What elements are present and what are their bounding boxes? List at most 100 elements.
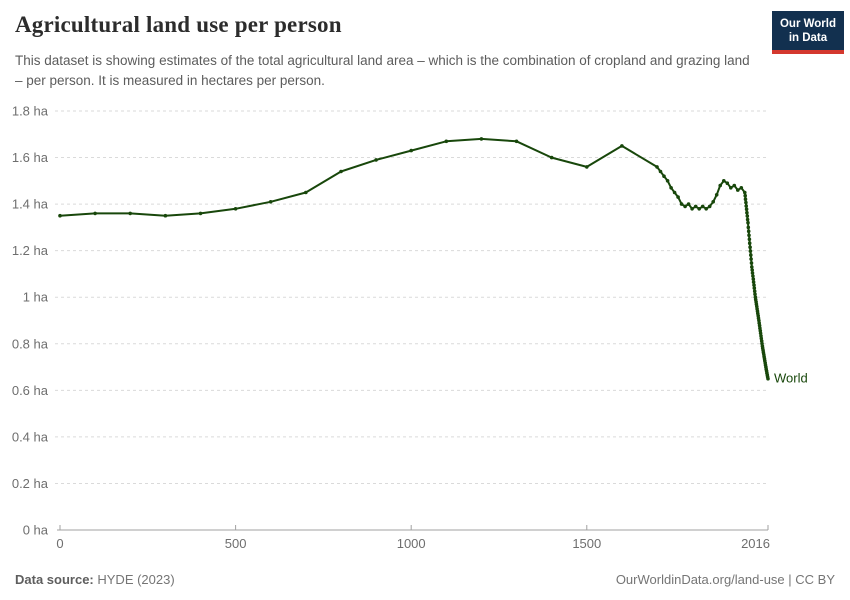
data-point[interactable] bbox=[658, 169, 663, 174]
data-point[interactable] bbox=[746, 229, 751, 234]
y-axis-tick-label: 0.4 ha bbox=[12, 429, 49, 444]
data-source-value: HYDE (2023) bbox=[97, 572, 175, 587]
data-point[interactable] bbox=[749, 257, 753, 261]
data-point[interactable] bbox=[729, 186, 733, 190]
data-point[interactable] bbox=[725, 181, 730, 185]
data-point[interactable] bbox=[750, 265, 754, 269]
data-point[interactable] bbox=[766, 376, 770, 381]
data-point[interactable] bbox=[743, 197, 748, 201]
data-point[interactable] bbox=[707, 204, 712, 209]
data-point[interactable] bbox=[669, 186, 673, 190]
data-point[interactable] bbox=[58, 213, 62, 218]
data-point[interactable] bbox=[751, 277, 756, 281]
data-point[interactable] bbox=[683, 204, 687, 209]
footer-link[interactable]: OurWorldinData.org/land-use bbox=[615, 572, 785, 587]
owid-logo[interactable]: Our World in Data bbox=[771, 11, 844, 54]
data-point[interactable] bbox=[745, 214, 750, 218]
data-point[interactable] bbox=[744, 207, 749, 211]
data-point[interactable] bbox=[665, 179, 670, 183]
data-point[interactable] bbox=[722, 179, 726, 183]
data-point[interactable] bbox=[747, 233, 751, 238]
data-point[interactable] bbox=[690, 207, 694, 211]
data-point[interactable] bbox=[753, 292, 757, 297]
data-point[interactable] bbox=[750, 268, 754, 272]
data-point[interactable] bbox=[743, 190, 747, 195]
data-point[interactable] bbox=[198, 211, 203, 216]
x-axis-tick-label: 1000 bbox=[397, 536, 426, 551]
data-point[interactable] bbox=[751, 274, 755, 278]
data-point[interactable] bbox=[746, 225, 751, 230]
footer-license-text: CC BY bbox=[795, 572, 835, 587]
data-point[interactable] bbox=[749, 253, 753, 257]
data-point[interactable] bbox=[163, 213, 168, 218]
data-point[interactable] bbox=[676, 195, 680, 199]
line-series[interactable] bbox=[59, 137, 769, 380]
data-point[interactable] bbox=[748, 249, 753, 253]
y-axis-tick-label: 0.2 ha bbox=[12, 476, 49, 491]
data-point[interactable] bbox=[672, 190, 677, 195]
y-axis-tick-label: 1.6 ha bbox=[12, 150, 49, 165]
data-point[interactable] bbox=[749, 261, 754, 265]
data-point[interactable] bbox=[752, 283, 756, 287]
data-point[interactable] bbox=[752, 286, 757, 290]
data-point[interactable] bbox=[585, 165, 589, 169]
data-point[interactable] bbox=[744, 204, 748, 208]
data-point[interactable] bbox=[514, 139, 519, 144]
data-point[interactable] bbox=[686, 202, 691, 206]
data-point[interactable] bbox=[736, 188, 740, 192]
data-point[interactable] bbox=[93, 211, 97, 216]
series-entity-label[interactable]: World bbox=[774, 371, 808, 386]
page-title: Agricultural land use per person bbox=[15, 12, 342, 37]
data-point[interactable] bbox=[747, 237, 752, 242]
data-point[interactable] bbox=[549, 155, 554, 160]
data-point[interactable] bbox=[662, 174, 666, 178]
x-axis-tick-label: 1500 bbox=[572, 536, 601, 551]
data-point[interactable] bbox=[751, 280, 756, 284]
footer-separator: | bbox=[784, 572, 796, 587]
y-axis-tick-label: 0.8 ha bbox=[12, 336, 49, 351]
data-point[interactable] bbox=[711, 200, 715, 204]
data-point[interactable] bbox=[743, 193, 747, 198]
data-point[interactable] bbox=[704, 207, 708, 211]
data-point[interactable] bbox=[679, 202, 684, 206]
data-point[interactable] bbox=[750, 271, 755, 275]
data-source-label: Data source: bbox=[15, 572, 94, 587]
data-point[interactable] bbox=[409, 148, 414, 153]
data-point[interactable] bbox=[655, 165, 659, 169]
data-point[interactable] bbox=[374, 158, 378, 162]
y-axis-tick-label: 1.2 ha bbox=[12, 243, 49, 258]
data-point[interactable] bbox=[714, 193, 719, 197]
x-axis-tick-label: 500 bbox=[225, 536, 247, 551]
data-point[interactable] bbox=[718, 183, 722, 188]
data-point[interactable] bbox=[268, 200, 273, 204]
data-point[interactable] bbox=[748, 245, 752, 249]
data-point[interactable] bbox=[758, 328, 763, 333]
data-point[interactable] bbox=[747, 241, 752, 245]
y-axis-tick-label: 1.4 ha bbox=[12, 197, 49, 212]
data-point[interactable] bbox=[752, 289, 757, 294]
data-point[interactable] bbox=[128, 211, 132, 216]
data-point[interactable] bbox=[620, 144, 624, 148]
data-point[interactable] bbox=[739, 186, 744, 190]
data-point[interactable] bbox=[444, 139, 449, 144]
y-axis-tick-label: 1.8 ha bbox=[12, 104, 49, 119]
data-point[interactable] bbox=[745, 210, 749, 215]
data-point[interactable] bbox=[693, 204, 698, 209]
data-point[interactable] bbox=[746, 220, 750, 225]
data-point[interactable] bbox=[304, 190, 308, 195]
y-axis-tick-label: 0.6 ha bbox=[12, 383, 49, 398]
data-point[interactable] bbox=[479, 137, 484, 141]
data-point[interactable] bbox=[745, 217, 750, 222]
data-point[interactable] bbox=[339, 169, 343, 174]
data-point[interactable] bbox=[697, 207, 701, 211]
data-source: Data source: HYDE (2023) bbox=[15, 572, 175, 587]
data-point[interactable] bbox=[744, 200, 748, 205]
data-point[interactable] bbox=[732, 183, 737, 188]
data-point[interactable] bbox=[757, 318, 761, 323]
y-axis-tick-label: 0 ha bbox=[23, 523, 49, 538]
data-point[interactable] bbox=[700, 204, 705, 209]
data-point[interactable] bbox=[757, 323, 762, 328]
x-axis-tick-label: 0 bbox=[56, 536, 63, 551]
data-point[interactable] bbox=[233, 207, 238, 211]
